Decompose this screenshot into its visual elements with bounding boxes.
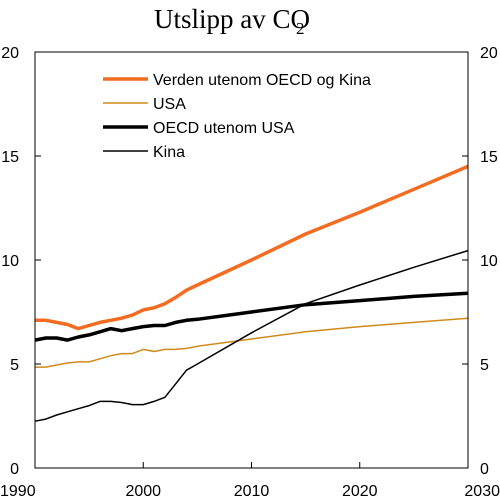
series-line-kina [34, 249, 469, 422]
series-line-oecd-utenom-usa [34, 291, 469, 342]
y-tick-label-right: 15 [480, 149, 498, 166]
y-tick-label-right: 5 [480, 357, 489, 374]
legend-label: USA [153, 96, 186, 113]
y-tick-label-left: 10 [1, 253, 19, 270]
y-tick-label-left: 0 [10, 461, 19, 478]
legend-label: OECD utenom USA [153, 120, 295, 137]
y-tick-label-left: 15 [1, 149, 19, 166]
x-tick-label: 2010 [234, 483, 270, 500]
x-tick-label: 2030 [464, 483, 500, 500]
y-tick-label-right: 0 [480, 461, 489, 478]
y-tick-label-right: 20 [480, 45, 498, 62]
series-line-verden-utenom-oecd-og-kina [35, 164, 469, 331]
y-tick-label-right: 10 [480, 253, 498, 270]
series-line-usa [35, 317, 469, 368]
x-tick-label: 1990 [0, 483, 36, 500]
y-tick-label-left: 20 [1, 45, 19, 62]
chart-title-subscript: 2 [296, 19, 305, 38]
axes-layer: 0 5 10 15 20 0 5 10 15 20 1990 2000 2010 2020 2030 [0, 45, 500, 500]
legend: Verden utenom OECD og Kina USA OECD utenom… [103, 72, 371, 161]
legend-label: Verden utenom OECD og Kina [153, 72, 371, 89]
x-tick-label: 2000 [125, 483, 161, 500]
y-tick-label-left: 5 [10, 357, 19, 374]
x-tick-label: 2020 [342, 483, 378, 500]
chart-title: Utslipp av CO [154, 4, 310, 34]
series-layer [34, 164, 469, 422]
legend-label: Kina [153, 144, 185, 161]
